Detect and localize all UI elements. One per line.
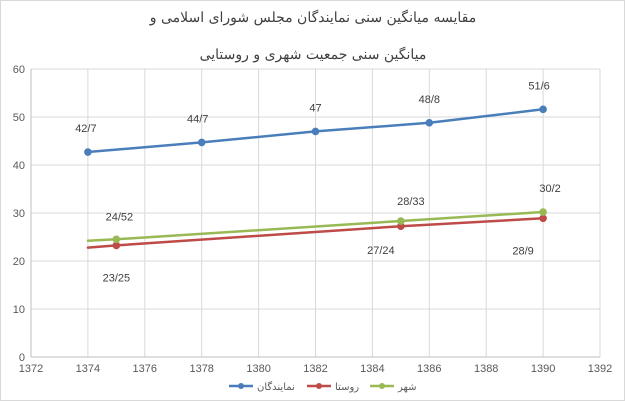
- y-tick-label: 20: [13, 256, 25, 268]
- data-label: 28/9: [512, 245, 533, 257]
- data-label: 27/24: [367, 245, 395, 257]
- data-point: [84, 148, 92, 156]
- data-point: [425, 118, 434, 127]
- legend-swatch-marker: [316, 383, 322, 389]
- data-label: 24/52: [106, 211, 134, 223]
- x-tick-label: 1392: [588, 363, 612, 375]
- data-label: 48/8: [419, 94, 440, 106]
- y-tick-label: 30: [13, 208, 25, 220]
- series-line-2: [86, 217, 545, 249]
- x-tick-label: 1390: [531, 363, 555, 375]
- x-tick-label: 1374: [76, 363, 100, 375]
- data-label: 42/7: [75, 123, 96, 135]
- x-tick-label: 1376: [133, 363, 157, 375]
- legend-swatch-marker: [238, 383, 244, 389]
- x-tick-label: 1380: [246, 363, 270, 375]
- data-point: [539, 105, 547, 114]
- x-tick-label: 1372: [19, 363, 43, 375]
- data-point: [539, 208, 547, 216]
- y-tick-label: 50: [13, 112, 25, 124]
- data-point: [112, 235, 121, 244]
- data-point: [539, 214, 547, 223]
- data-label: 30/2: [539, 183, 560, 195]
- data-label: 44/7: [187, 113, 208, 125]
- legend-label: شهر: [397, 382, 417, 393]
- legend-label: نمایندگان: [257, 381, 295, 393]
- x-tick-label: 1384: [360, 363, 384, 375]
- chart-title-line-1: مقایسه میانگین سنی نمایندگان مجلس شورای …: [149, 9, 476, 26]
- x-tick-label: 1386: [417, 363, 441, 375]
- data-label: 51/6: [528, 80, 549, 92]
- legend-swatch-marker: [379, 383, 385, 389]
- y-tick-label: 0: [19, 352, 25, 364]
- legend-label: روستا: [335, 382, 359, 393]
- series-line-3: [86, 210, 545, 243]
- y-tick-label: 10: [13, 304, 25, 316]
- data-point: [311, 127, 320, 136]
- data-label: 23/25: [103, 272, 131, 284]
- x-tick-label: 1382: [303, 363, 327, 375]
- data-point: [197, 138, 206, 147]
- chart-title-line-2: میانگین سنی جمعیت شهری و روستایی: [200, 46, 427, 63]
- data-label: 47: [309, 102, 321, 114]
- data-label: 28/33: [397, 196, 425, 208]
- y-tick-label: 60: [13, 64, 25, 76]
- y-tick-label: 40: [13, 160, 25, 172]
- data-point: [397, 217, 405, 225]
- x-tick-label: 1378: [189, 363, 213, 375]
- x-tick-label: 1388: [474, 363, 498, 375]
